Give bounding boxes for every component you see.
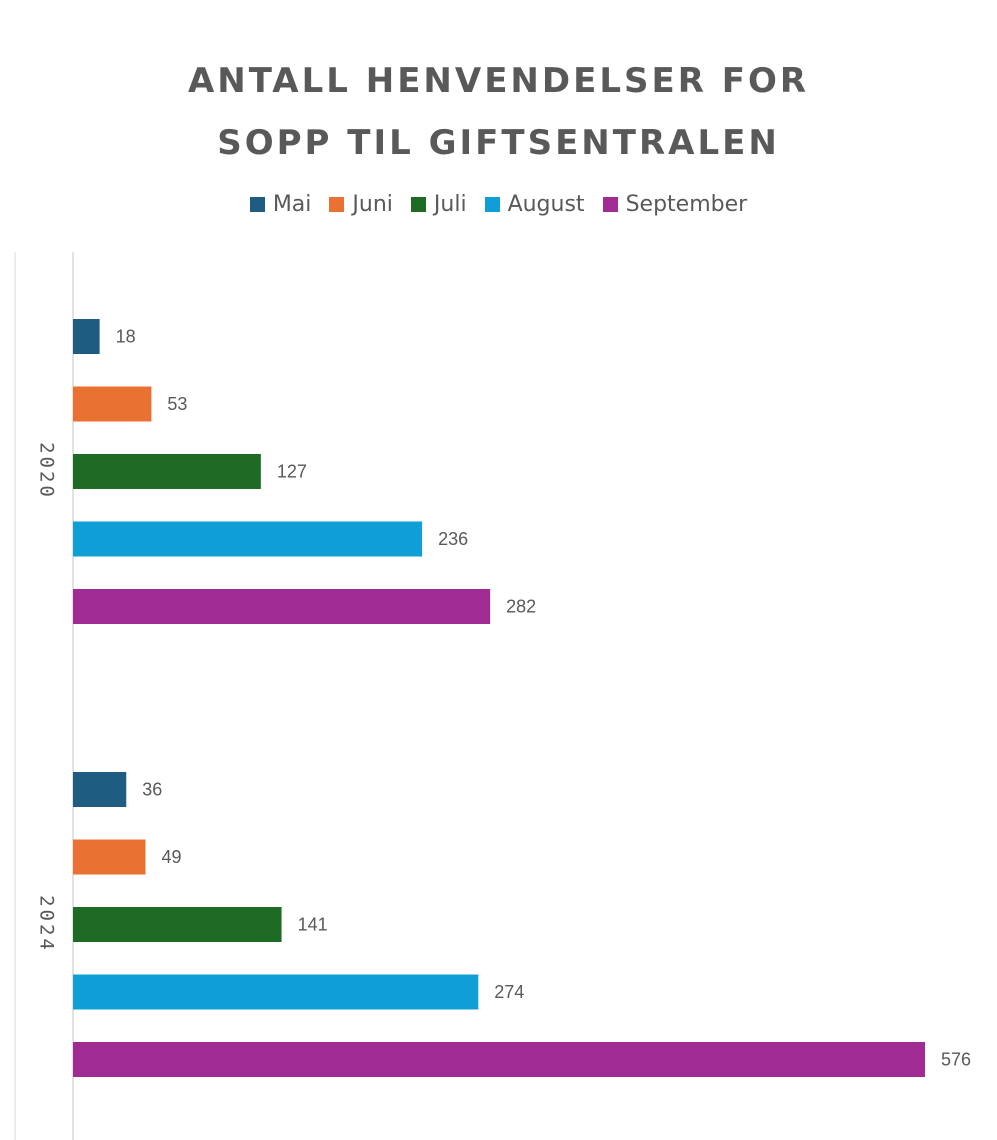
legend-swatch-september [602, 197, 618, 212]
bar-2024-juli [73, 907, 282, 942]
legend-item-august: August [484, 192, 585, 217]
bar-2020-september [73, 589, 491, 624]
data-label-2024-september: 576 [941, 1050, 971, 1070]
legend-item-mai: Mai [249, 192, 312, 217]
legend-swatch-august [484, 197, 500, 212]
data-label-2024-august: 274 [494, 982, 524, 1002]
legend-swatch-juni [329, 197, 345, 212]
bar-2024-juni [73, 839, 146, 875]
data-label-2020-juli: 127 [277, 462, 307, 482]
data-label-2024-mai: 36 [142, 780, 162, 800]
category-label-2020: 2020 [36, 442, 58, 500]
data-label-2020-august: 236 [438, 529, 468, 549]
legend-swatch-juli [410, 197, 426, 212]
legend-item-september: September [602, 192, 748, 217]
bar-2024-august [73, 974, 479, 1010]
data-label-2024-juni: 49 [161, 847, 181, 867]
bar-2024-september [73, 1042, 925, 1077]
legend-label-juli: Juli [433, 192, 467, 217]
chart-title: ANTALL HENVENDELSER FOR SOPP TIL GIFTSEN… [0, 50, 997, 174]
chart-title-line-1: ANTALL HENVENDELSER FOR [187, 61, 810, 101]
bar-2020-mai [73, 319, 100, 354]
data-label-2024-juli: 141 [298, 915, 328, 935]
legend-label-mai: Mai [272, 192, 312, 217]
legend-item-juni: Juni [329, 192, 393, 217]
data-label-2020-september: 282 [506, 597, 536, 617]
legend-label-juni: Juni [352, 192, 393, 217]
legend-label-august: August [507, 192, 585, 217]
bar-2024-mai [73, 772, 127, 807]
bar-2020-august [73, 521, 423, 557]
legend-item-juli: Juli [410, 192, 467, 217]
legend-swatch-mai [249, 197, 265, 212]
category-label-2024: 2024 [36, 895, 58, 953]
chart-title-line-2: SOPP TIL GIFTSENTRALEN [217, 123, 780, 163]
bar-2020-juli [73, 454, 261, 489]
data-label-2020-mai: 18 [116, 327, 136, 347]
data-label-2020-juni: 53 [167, 394, 187, 414]
bars-group: 18 53 127 236 282 36 49 141 274 576 [73, 319, 971, 1077]
legend-label-september: September [625, 192, 748, 217]
bar-2020-juni [73, 386, 152, 422]
chart-legend: Mai Juni Juli August September [0, 192, 997, 217]
